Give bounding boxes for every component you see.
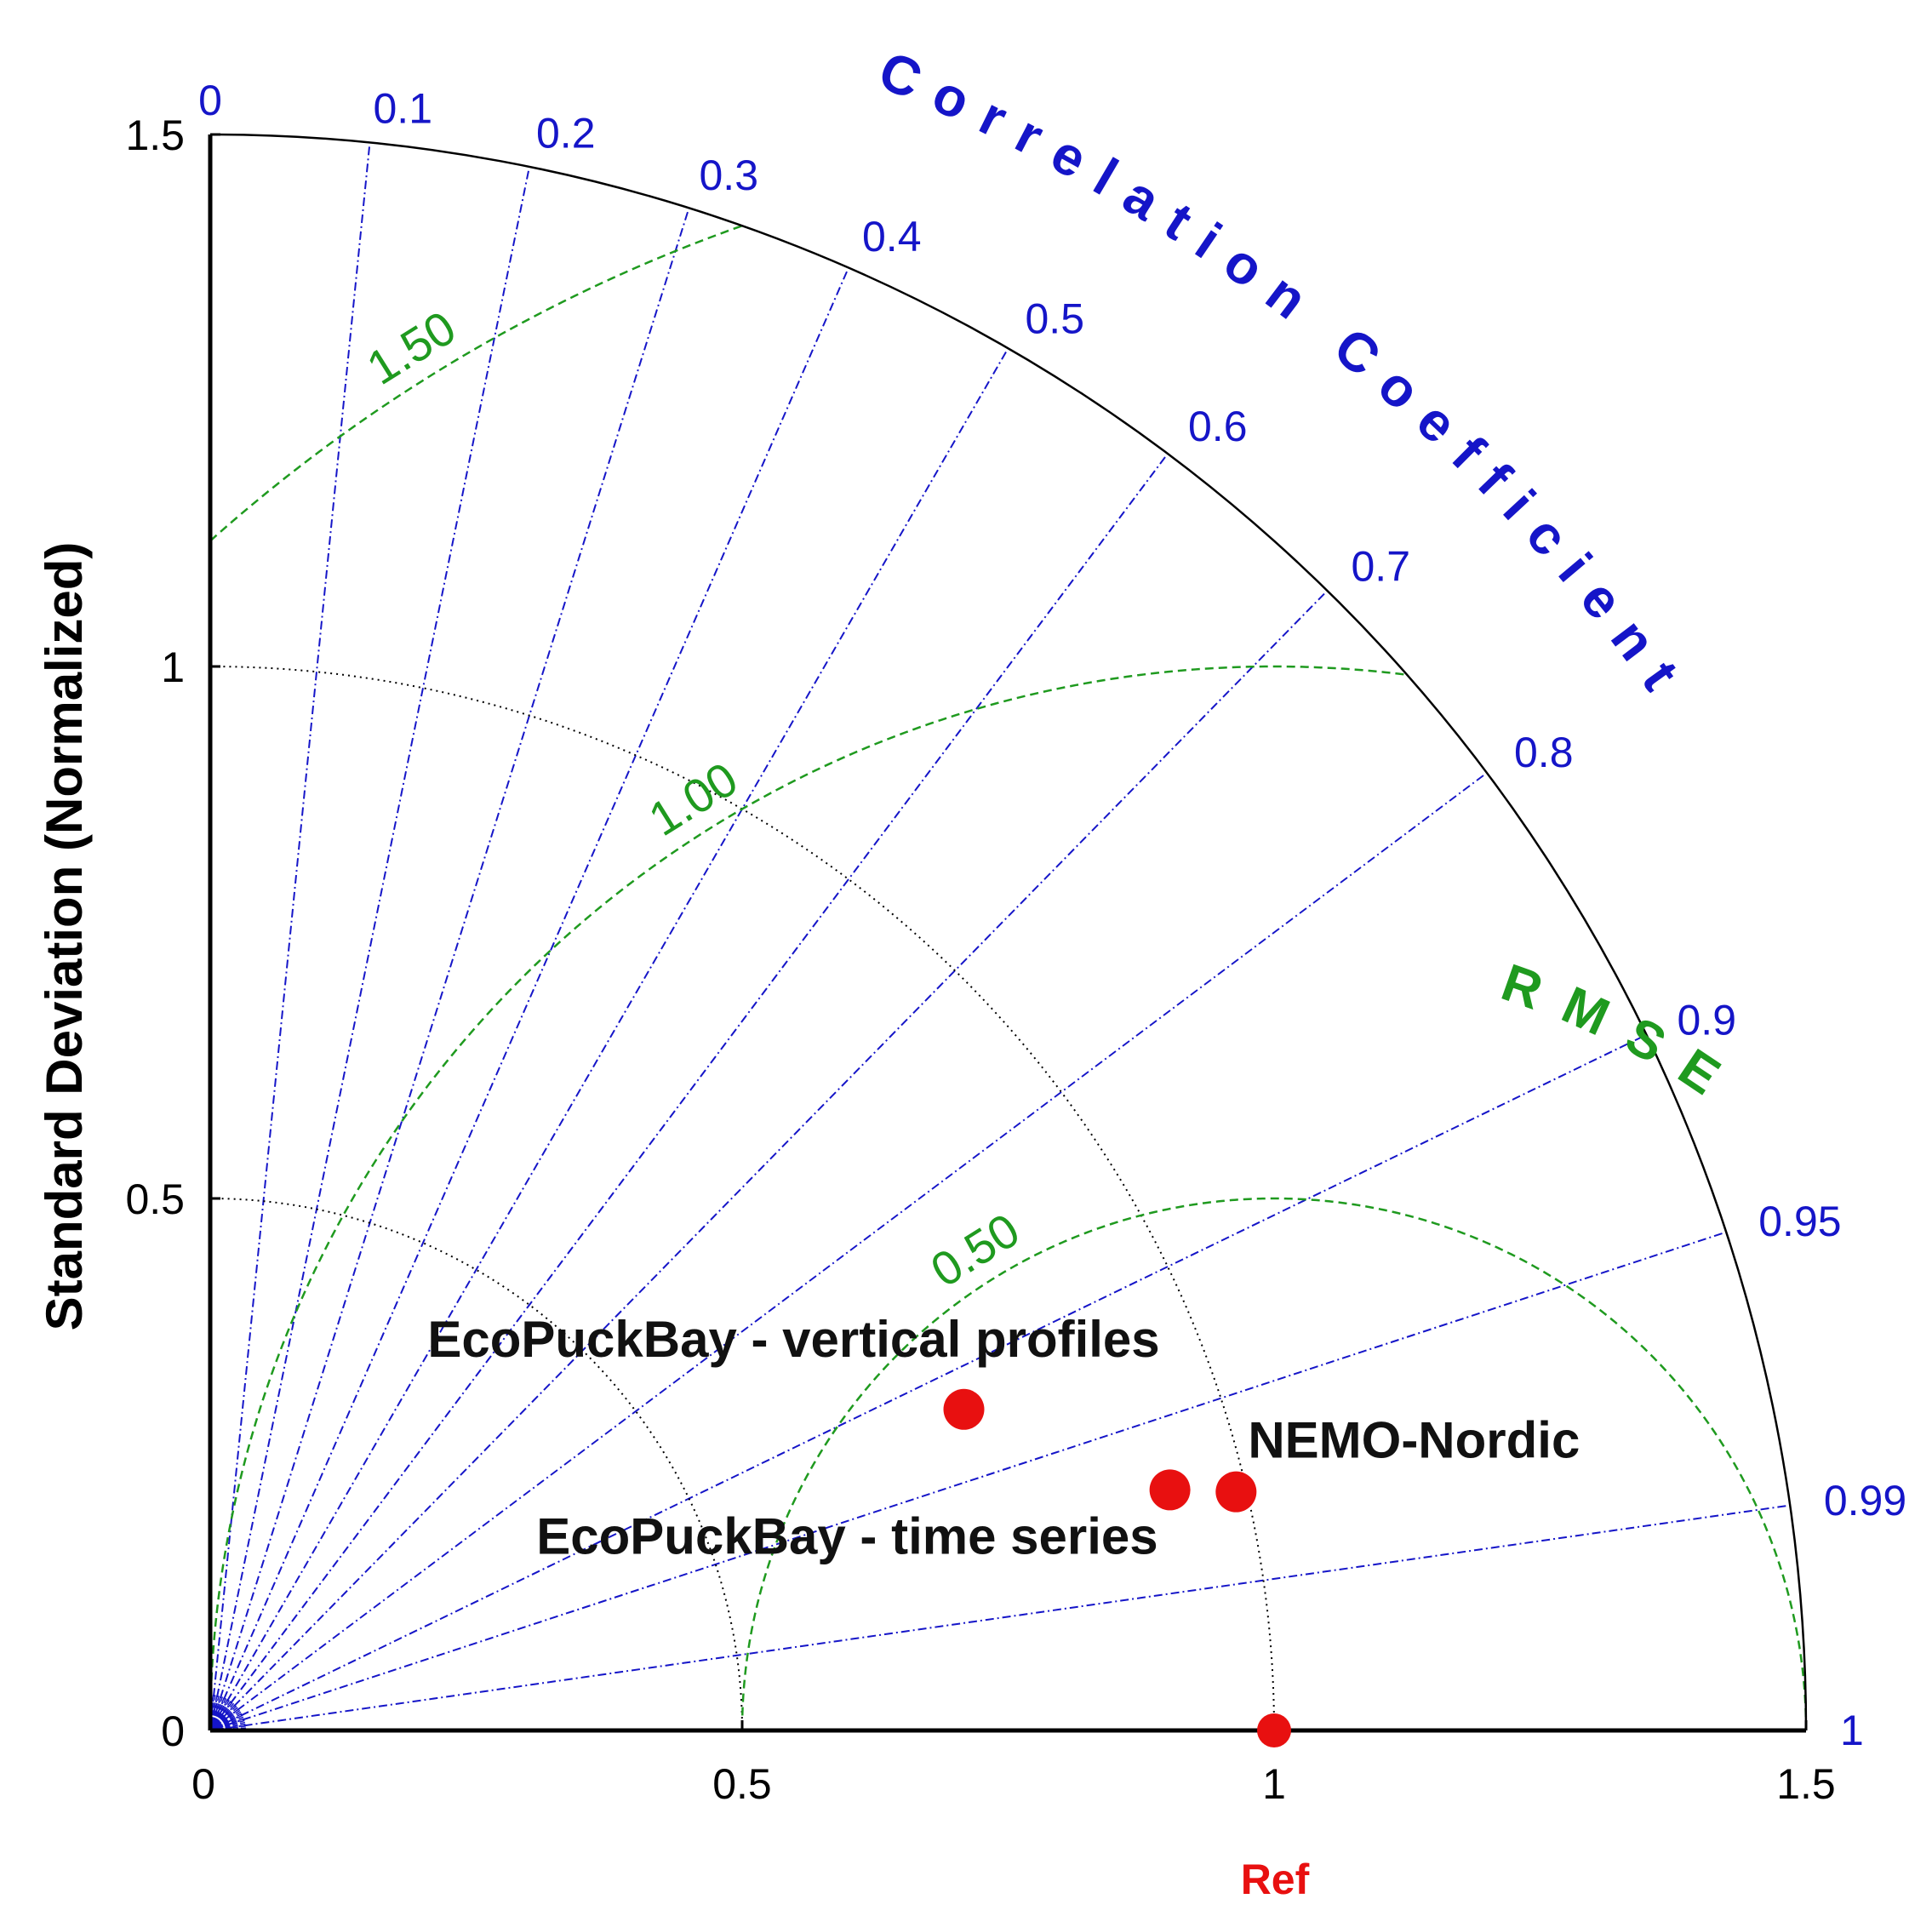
correlation-tick-label: 0.4 [862, 213, 922, 260]
x-tick-label: 1 [1262, 1760, 1286, 1808]
correlation-tick-label: 0.99 [1824, 1477, 1906, 1524]
y-tick-label: 0.5 [125, 1175, 185, 1223]
x-tick-label: 1.5 [1776, 1760, 1836, 1808]
std-grid-arc [209, 666, 1275, 1731]
correlation-ray [209, 267, 849, 1731]
y-axis-label: Standard Deviation (Normalized) [36, 542, 93, 1331]
correlation-tick-label: 0 [198, 77, 222, 124]
origin-ray [209, 1721, 249, 1731]
grid-layer [209, 142, 1808, 1731]
data-point-label: NEMO-Nordic [1248, 1412, 1580, 1469]
correlation-ray [209, 142, 371, 1731]
correlation-ray [209, 590, 1329, 1731]
correlation-tick-label: 0.9 [1678, 996, 1737, 1044]
correlation-axis-title: Correlation Coefficient [871, 39, 1702, 716]
origin-ray [209, 1708, 243, 1731]
correlation-ray [209, 208, 690, 1731]
correlation-ray [209, 453, 1169, 1731]
outer-arc [209, 133, 1808, 1731]
std-grid-arc [209, 1198, 743, 1731]
rmse-contour [210, 225, 742, 541]
data-point [943, 1388, 985, 1430]
reference-point [1257, 1713, 1291, 1747]
data-point-layer: EcoPuckBay - vertical profiles EcoPuckBay… [427, 1311, 1580, 1747]
rmse-tick-label: 0.50 [922, 1203, 1029, 1297]
origin-ray [209, 1715, 247, 1731]
rmse-contour [740, 1197, 1808, 1731]
correlation-tick-label: 1 [1840, 1707, 1864, 1754]
origin-ray [209, 1710, 243, 1731]
y-tick-label: 1.5 [125, 112, 185, 159]
origin-ray [209, 1705, 240, 1731]
data-point-label: EcoPuckBay - time series [536, 1507, 1157, 1564]
correlation-ray [209, 347, 1009, 1731]
data-point [1215, 1471, 1257, 1513]
origin-ray [209, 1703, 239, 1731]
correlation-ray [209, 166, 530, 1731]
rmse-contour [209, 665, 1404, 1731]
axes-layer [208, 133, 1808, 1733]
origin-ray [209, 1701, 237, 1731]
correlation-tick-label: 0.8 [1514, 729, 1574, 776]
correlation-tick-label: 0.2 [536, 110, 596, 157]
y-tick-label: 0 [161, 1707, 185, 1755]
correlation-tick-label: 0.95 [1758, 1198, 1841, 1245]
correlation-tick-label: 0.3 [700, 152, 759, 199]
correlation-tick-label: 0.1 [374, 85, 433, 133]
correlation-ray [209, 1504, 1791, 1731]
ref-label: Ref [1241, 1856, 1310, 1903]
correlation-ray [209, 1231, 1727, 1731]
correlation-tick-label: 0.7 [1352, 542, 1411, 590]
rmse-tick-label: 1.00 [639, 752, 746, 846]
x-tick-label: 0.5 [712, 1760, 772, 1808]
correlation-tick-label: 0.6 [1188, 403, 1248, 450]
correlation-ray [209, 772, 1488, 1731]
data-point [1149, 1469, 1191, 1511]
title-layer: Standard Deviation (Normalized) Ref Corr… [36, 39, 1726, 1903]
correlation-ray [209, 1033, 1647, 1731]
data-point-label: EcoPuckBay - vertical profiles [427, 1311, 1159, 1368]
x-tick-label: 0 [191, 1760, 215, 1808]
correlation-tick-label: 0.5 [1026, 295, 1085, 343]
rmse-tick-label: 1.50 [357, 300, 465, 395]
y-tick-label: 1 [161, 643, 185, 691]
